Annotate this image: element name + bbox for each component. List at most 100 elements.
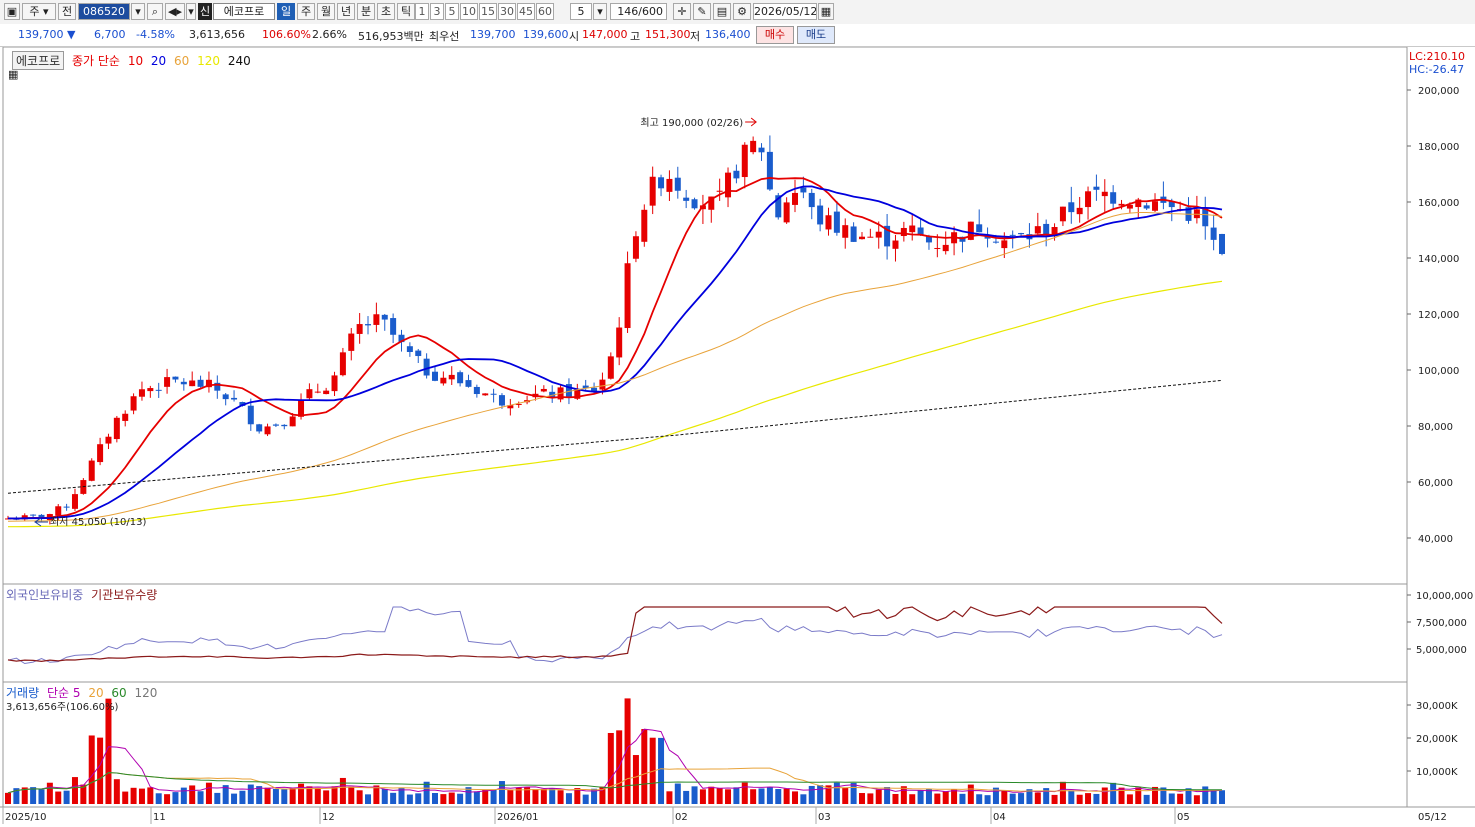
candle-body	[1152, 201, 1159, 211]
candle-body	[967, 221, 974, 240]
candle-body	[490, 393, 497, 395]
volume-bar	[524, 787, 531, 804]
candle-body	[783, 202, 790, 223]
minute-option-3[interactable]: 3	[430, 3, 444, 20]
best-bid-value: 139,600	[523, 28, 569, 41]
volume-bar	[1143, 794, 1150, 804]
minute-option-1[interactable]: 1	[415, 3, 429, 20]
range-field[interactable]: 146/600	[610, 3, 667, 20]
period-tab-5[interactable]: 초	[377, 3, 395, 20]
period-tab-6[interactable]: 틱	[397, 3, 415, 20]
volume-bar	[1126, 794, 1133, 804]
chart-area[interactable]: 40,000 60,000 80,000 100,000 120,000 140,000 1…	[0, 47, 1475, 827]
candle-body	[63, 506, 70, 508]
candle-body	[858, 236, 865, 240]
candle-body	[641, 209, 648, 242]
tools-icon[interactable]: ✎	[693, 3, 711, 20]
period-tab-0[interactable]: 일	[277, 3, 295, 20]
search-icon[interactable]: ⌕	[147, 3, 163, 20]
volume-legend: 거래량 단순 5 20 60 120	[6, 684, 161, 701]
volume-bar	[557, 790, 564, 804]
code-dropdown-icon[interactable]: ▾	[131, 3, 145, 20]
volume-bar	[113, 779, 120, 804]
volume-bar	[532, 789, 539, 804]
grid-toggle-icon[interactable]: ▦	[8, 68, 19, 81]
candle-body	[549, 391, 556, 398]
period-tab-4[interactable]: 분	[357, 3, 375, 20]
sound-icon[interactable]: ◀▸	[165, 3, 185, 20]
candle-body	[992, 241, 999, 243]
candle-body	[599, 379, 606, 390]
turnover-rate: 2.66%	[312, 28, 347, 41]
volume-bar	[507, 789, 514, 804]
volume-bar	[733, 787, 740, 804]
candle-body	[482, 393, 489, 396]
candle-body	[1051, 227, 1058, 237]
volume-bar	[658, 737, 665, 804]
volume-bar	[766, 787, 773, 804]
volume-bar	[1110, 782, 1117, 804]
candle-body	[1168, 201, 1175, 208]
period-tab-2[interactable]: 월	[317, 3, 335, 20]
prev-button[interactable]: 전	[58, 3, 76, 20]
legend-ma240: 240	[227, 54, 251, 68]
volume-bar	[214, 792, 221, 804]
volume-bar	[900, 786, 907, 804]
legend-inst-holding: 기관보유수량	[91, 588, 158, 602]
price-chart-svg[interactable]: 40,000 60,000 80,000 100,000 120,000 140,000 1…	[0, 47, 1475, 827]
sell-button[interactable]: 매도	[797, 26, 835, 44]
crosshair-icon[interactable]: ✛	[673, 3, 691, 20]
volume-bar	[1001, 790, 1008, 804]
inst-holding-line	[7, 606, 1223, 663]
open-value: 147,000	[582, 28, 628, 41]
candle-body	[758, 147, 765, 153]
window-menu-icon[interactable]: ▣	[4, 3, 20, 20]
market-label: 주	[29, 5, 40, 18]
candle-body	[298, 399, 305, 417]
candle-body	[398, 334, 405, 343]
date-input[interactable]: 2026/05/12	[753, 3, 817, 20]
volume-bar	[951, 789, 958, 804]
legend-vol-ma5: 단순 5	[46, 686, 81, 700]
market-select[interactable]: 주 ▾	[22, 3, 56, 20]
volume-bar	[1059, 781, 1066, 804]
candle-body	[574, 389, 581, 399]
candle-body	[658, 177, 665, 189]
candle-body	[1085, 191, 1092, 208]
volume-bar	[97, 737, 104, 804]
legend-stock-name[interactable]: 에코프로	[12, 51, 65, 70]
minute-option-45[interactable]: 45	[517, 3, 535, 20]
candle-body	[306, 389, 313, 399]
candle-body	[205, 379, 212, 388]
volume-bar	[1152, 786, 1159, 804]
count-input[interactable]: 5	[570, 3, 592, 20]
settings-gear-icon[interactable]: ⚙	[733, 3, 751, 20]
candle-body	[616, 327, 623, 358]
minute-option-10[interactable]: 10	[460, 3, 478, 20]
more-dropdown-icon[interactable]: ▾	[186, 3, 196, 20]
volume-bar	[800, 794, 807, 804]
candle-body	[1093, 186, 1100, 190]
candle-body	[1143, 205, 1150, 209]
stock-code-input[interactable]: 086520	[78, 3, 130, 20]
minute-option-5[interactable]: 5	[445, 3, 459, 20]
minute-option-60[interactable]: 60	[536, 3, 554, 20]
volume-bar	[624, 698, 631, 804]
volume-bar	[1185, 788, 1192, 804]
period-tab-3[interactable]: 년	[337, 3, 355, 20]
period-tab-1[interactable]: 주	[297, 3, 315, 20]
buy-button[interactable]: 매수	[756, 26, 794, 44]
legend-ma20: 20	[150, 54, 167, 68]
ma60-line	[7, 212, 1223, 522]
minute-option-15[interactable]: 15	[479, 3, 497, 20]
minute-option-30[interactable]: 30	[498, 3, 516, 20]
save-icon[interactable]: ▤	[713, 3, 731, 20]
calendar-icon[interactable]: ▦	[818, 3, 834, 20]
candle-body	[147, 388, 154, 392]
volume-bar	[775, 789, 782, 804]
count-dropdown-icon[interactable]: ▾	[593, 3, 607, 20]
candle-body	[674, 177, 681, 191]
candle-body	[1126, 204, 1133, 209]
volume-bar	[172, 792, 179, 804]
legend-vol-ma60: 60	[111, 686, 127, 700]
